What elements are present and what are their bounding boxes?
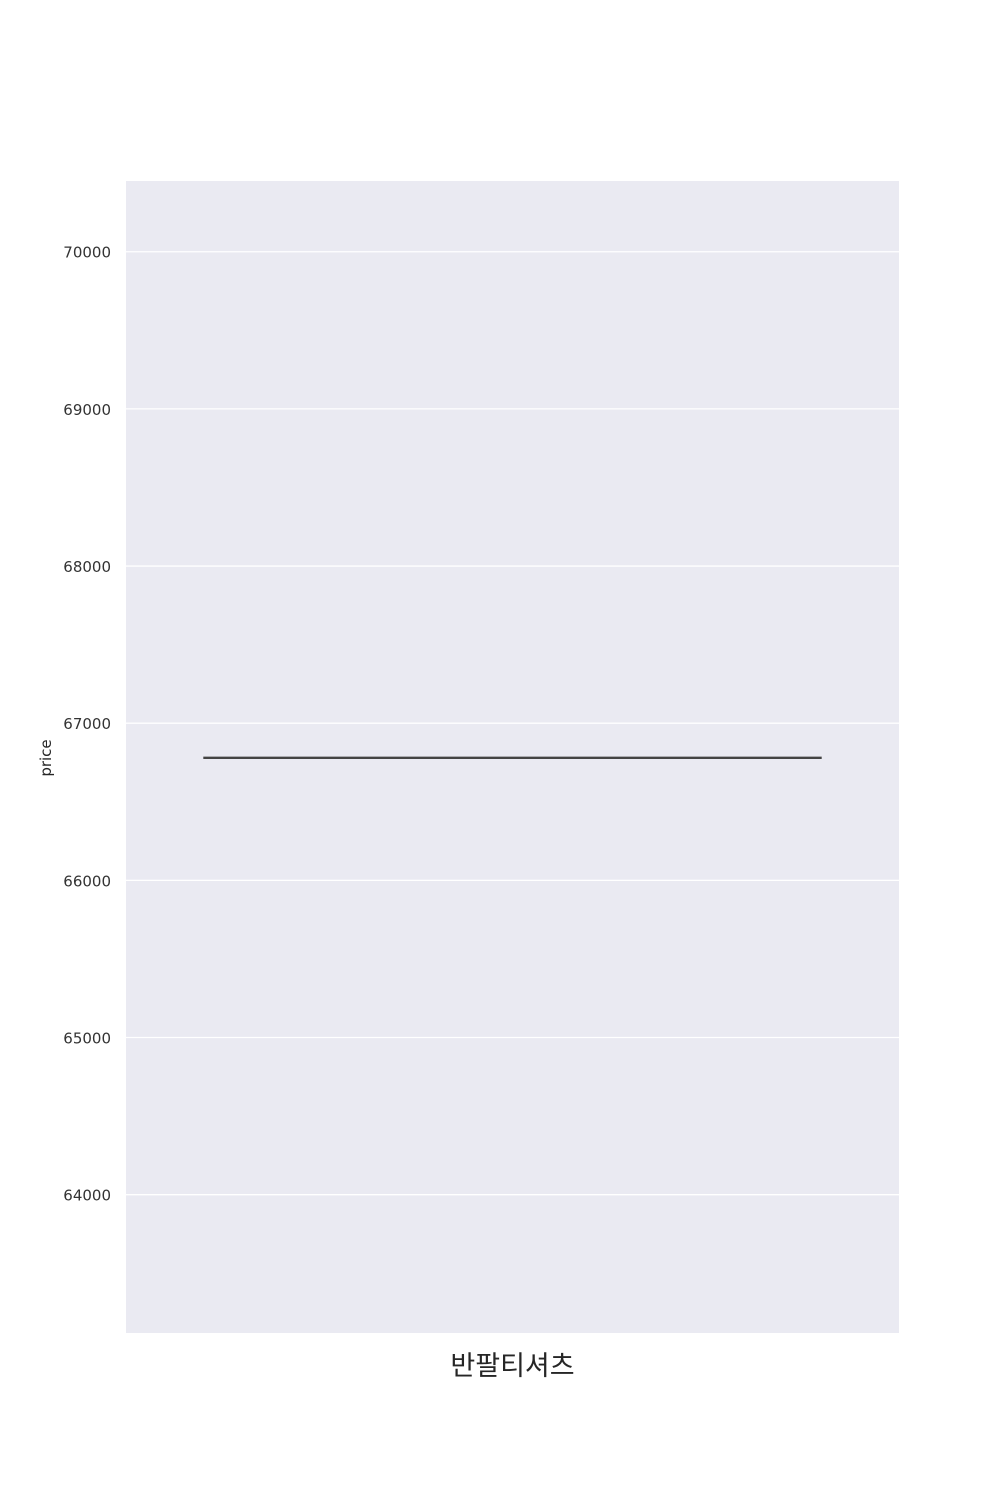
y-tick-label: 64000	[63, 1187, 111, 1205]
x-category-labels: 반팔티셔츠	[450, 1351, 574, 1382]
y-tick-label: 69000	[63, 401, 111, 419]
y-tick-label: 66000	[63, 872, 111, 890]
y-tick-label: 68000	[63, 558, 111, 576]
y-tick-labels: 64000 65000 66000 67000 68000 69000 70000	[63, 244, 111, 1205]
y-axis-label: price	[37, 739, 55, 776]
y-tick-label: 70000	[63, 244, 111, 262]
gridlines	[126, 251, 899, 1196]
x-category-label: 반팔티셔츠	[450, 1351, 574, 1382]
y-tick-label: 67000	[63, 715, 111, 733]
y-tick-label: 65000	[63, 1030, 111, 1048]
